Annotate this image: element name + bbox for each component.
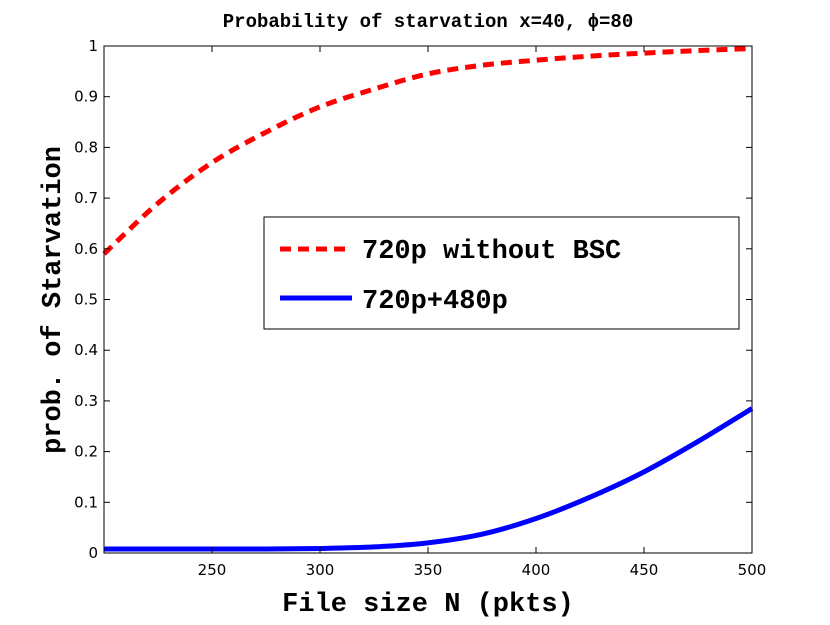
x-tick-label: 400 [522, 561, 551, 579]
legend: 720p without BSC 720p+480p [263, 216, 740, 330]
y-tick-label: 0.6 [74, 240, 98, 258]
y-tick-label: 0.2 [74, 443, 98, 461]
x-tick-label: 350 [414, 561, 443, 579]
y-tick-label: 0.8 [74, 138, 98, 156]
x-tick-label: 300 [306, 561, 335, 579]
y-axis-label: prob. of Starvation [39, 146, 69, 454]
y-tick-label: 0 [88, 544, 98, 562]
y-tick-label: 0.3 [74, 392, 98, 410]
chart-title: Probability of starvation x=40, ϕ=80 [223, 11, 633, 33]
legend-box [263, 216, 740, 330]
y-tick-label: 1 [88, 37, 98, 55]
y-tick-label: 0.5 [74, 291, 98, 309]
x-axis-label: File size N (pkts) [282, 590, 574, 620]
y-tick-label: 0.4 [74, 341, 98, 359]
y-tick-label: 0.9 [74, 88, 98, 106]
y-tick-label: 0.7 [74, 189, 98, 207]
legend-label-720p-without-bsc: 720p without BSC [362, 237, 621, 267]
y-tick-label: 0.1 [74, 493, 98, 511]
ticks-layer: 250 300 350 400 450 500 0 0.1 0.2 0.3 0.4 0.5 0.6 0.7… [74, 37, 766, 579]
x-tick-label: 450 [630, 561, 659, 579]
series-line-0 [102, 46, 753, 256]
x-tick-label: 500 [738, 561, 767, 579]
legend-label-720p-480p: 720p+480p [362, 287, 508, 317]
x-tick-label: 250 [198, 561, 227, 579]
